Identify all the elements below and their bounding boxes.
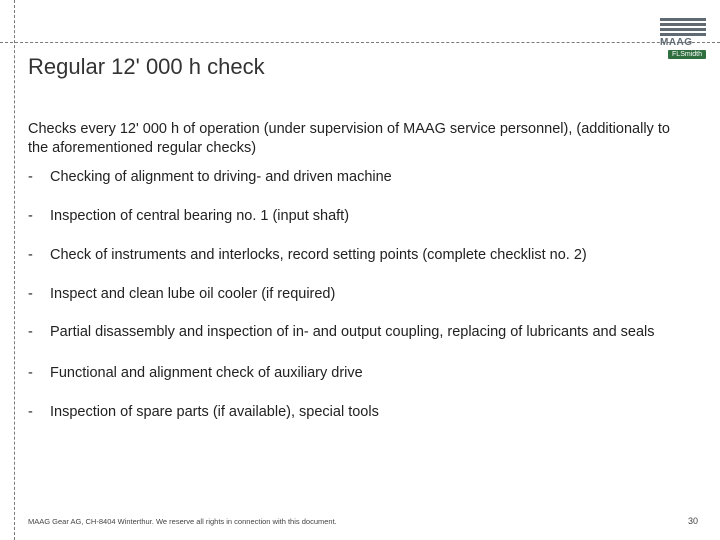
- page-number: 30: [688, 516, 698, 526]
- brand-sub-badge: FLSmidth: [668, 50, 706, 59]
- brand-logo: MAAG: [660, 18, 706, 48]
- list-item: - Check of instruments and interlocks, r…: [28, 246, 690, 265]
- bullet-dash-icon: -: [28, 364, 50, 383]
- bullet-dash-icon: -: [28, 285, 50, 304]
- list-item: - Inspect and clean lube oil cooler (if …: [28, 285, 690, 304]
- page-title: Regular 12' 000 h check: [28, 54, 265, 80]
- footer-text: MAAG Gear AG, CH-8404 Winterthur. We res…: [28, 517, 337, 526]
- bullet-dash-icon: -: [28, 403, 50, 422]
- logo-bars-icon: [660, 18, 706, 36]
- bullet-dash-icon: -: [28, 207, 50, 226]
- list-item: - Functional and alignment check of auxi…: [28, 364, 690, 383]
- list-item: - Inspection of spare parts (if availabl…: [28, 403, 690, 422]
- list-item-text: Inspection of central bearing no. 1 (inp…: [50, 207, 690, 226]
- slide: MAAG FLSmidth Regular 12' 000 h check Ch…: [0, 0, 720, 540]
- list-item: - Inspection of central bearing no. 1 (i…: [28, 207, 690, 226]
- list-item-text: Checking of alignment to driving- and dr…: [50, 168, 690, 187]
- list-item-text: Check of instruments and interlocks, rec…: [50, 246, 690, 265]
- bullet-dash-icon: -: [28, 323, 50, 342]
- check-list: - Checking of alignment to driving- and …: [28, 168, 690, 422]
- bullet-dash-icon: -: [28, 246, 50, 265]
- bullet-dash-icon: -: [28, 168, 50, 187]
- list-item: - Partial disassembly and inspection of …: [28, 323, 690, 342]
- list-item-text: Inspection of spare parts (if available)…: [50, 403, 690, 422]
- brand-name: MAAG: [660, 37, 706, 48]
- intro-text: Checks every 12' 000 h of operation (und…: [28, 120, 690, 158]
- rule-horizontal: [0, 42, 720, 43]
- list-item-text: Functional and alignment check of auxili…: [50, 364, 690, 383]
- list-item-text: Inspect and clean lube oil cooler (if re…: [50, 285, 690, 304]
- list-item-text: Partial disassembly and inspection of in…: [50, 323, 690, 342]
- list-item: - Checking of alignment to driving- and …: [28, 168, 690, 187]
- rule-vertical: [14, 0, 15, 540]
